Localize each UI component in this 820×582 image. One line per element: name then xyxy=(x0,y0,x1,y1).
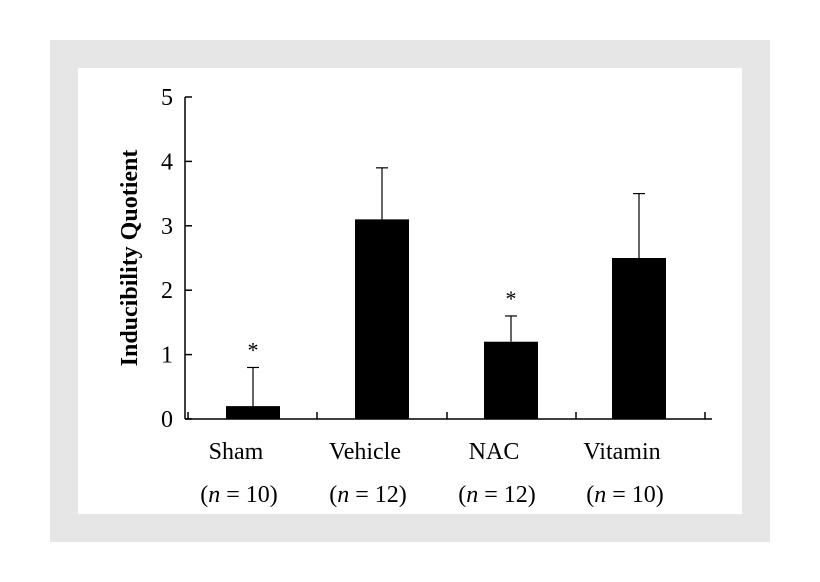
y-tick-label: 0 xyxy=(161,407,173,433)
x-tick-label: NAC xyxy=(469,439,520,465)
bars xyxy=(226,219,666,419)
x-tick-label: Vehicle xyxy=(329,439,401,465)
bar-vehicle xyxy=(355,219,409,419)
x-labels: Sham (n = 10) Vehicle (n = 12) NAC (n = 12) Vi… xyxy=(200,439,664,508)
significance-star: * xyxy=(506,286,517,311)
sample-size-label: (n = 10) xyxy=(586,482,664,508)
sample-size-label: (n = 10) xyxy=(200,482,278,508)
x-tick-label: Vitamin xyxy=(583,439,660,465)
y-tick-label: 2 xyxy=(161,278,173,304)
sample-size-label: (n = 12) xyxy=(458,482,536,508)
x-tick-label: Sham xyxy=(209,439,264,465)
bar-vitamin xyxy=(612,258,666,419)
y-tick-label: 4 xyxy=(161,149,173,175)
y-ticks: 0 1 2 3 4 5 xyxy=(161,85,706,433)
bar-sham xyxy=(226,406,280,419)
sample-size-label: (n = 12) xyxy=(329,482,407,508)
significance-star: * xyxy=(248,337,259,362)
y-axis-label: Inducibility Quotient xyxy=(117,150,143,367)
significance-markers: ** xyxy=(248,286,517,363)
y-tick-label: 3 xyxy=(161,214,173,240)
error-bars xyxy=(247,167,645,407)
bar-nac xyxy=(484,341,538,419)
y-tick-label: 5 xyxy=(161,85,173,111)
y-tick-label: 1 xyxy=(161,343,173,369)
